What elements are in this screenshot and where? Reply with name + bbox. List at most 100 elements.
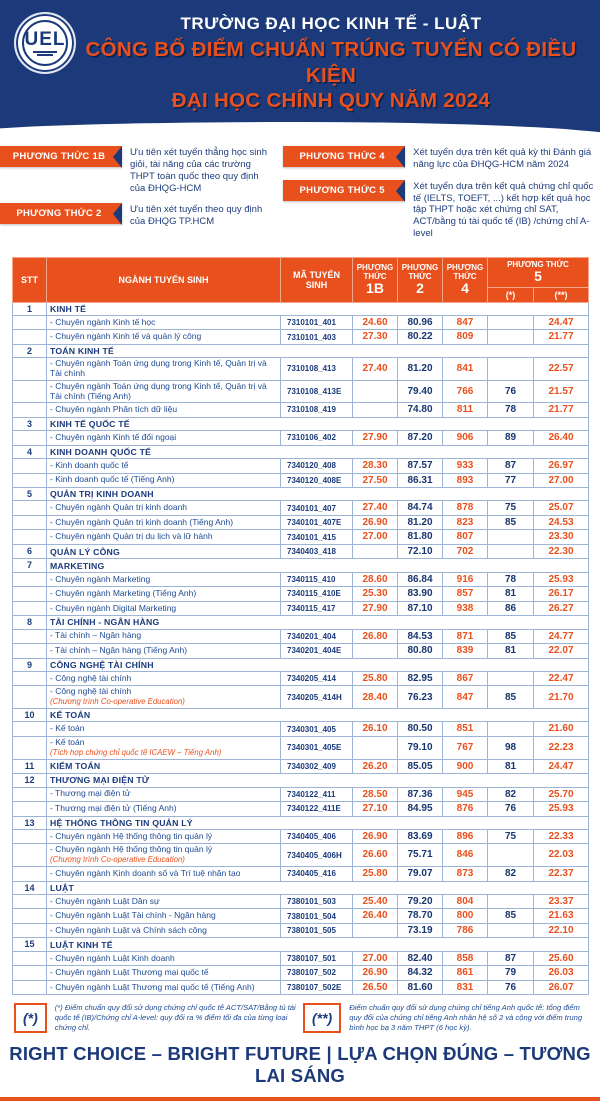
table-row-major-group: 10 KẾ TOÁN	[12, 708, 589, 723]
score-method-5-star: 76	[487, 379, 534, 404]
score-method-4: 839	[442, 643, 488, 659]
score-method-4: 857	[442, 586, 488, 602]
col-header-method-5-star: (*)	[487, 286, 534, 303]
score-method-5-doublestar: 22.33	[533, 828, 589, 845]
table-row-program: - Chuyên ngành Kinh tế học 7310101_401 24.…	[12, 314, 589, 331]
score-method-1b: 24.60	[352, 314, 398, 331]
score-method-5-doublestar: 22.47	[533, 670, 589, 687]
score-method-5-star: 85	[487, 908, 534, 924]
score-method-5-doublestar: 26.17	[533, 586, 589, 602]
score-method-2: 81.20	[397, 357, 443, 381]
stt-cell	[12, 965, 47, 981]
stt-cell: 3	[12, 416, 47, 432]
score-method-1b: 28.40	[352, 685, 398, 710]
major-group-name: KẾ TOÁN	[46, 708, 589, 723]
stt-cell	[12, 430, 47, 446]
program-name: - Chuyên ngành Toán ứng dụng trong Kinh …	[46, 379, 281, 404]
admissions-table-body: 1 KINH TẾ - Chuyên ngành Kinh tế học 731010…	[12, 301, 589, 996]
score-method-1b: 25.80	[352, 866, 398, 882]
major-code: 7340101_407	[280, 500, 353, 516]
score-method-2: 86.84	[397, 571, 443, 588]
score-method-4: 906	[442, 430, 488, 446]
stt-cell: 7	[12, 558, 47, 573]
method-1b-description: Ưu tiên xét tuyển thẳng học sinh giỏi, t…	[130, 146, 267, 194]
major-code: 7340405_406H	[280, 843, 353, 868]
program-name: - Thương mại điện tử	[46, 786, 281, 802]
score-method-2: 84.53	[397, 628, 443, 645]
score-method-4: 938	[442, 600, 488, 617]
score-method-5-star: 76	[487, 979, 534, 996]
major-group-name: QUẢN TRỊ KINH DOANH	[46, 487, 589, 502]
major-code: 7310101_401	[280, 314, 353, 331]
score-method-1b: 27.90	[352, 430, 398, 446]
table-header: STT NGÀNH TUYỂN SINH MÃ TUYỂN SINH PHƯƠN…	[12, 257, 589, 303]
method-2: PHƯƠNG THỨC 2 Ưu tiên xét tuyển theo quy…	[0, 203, 279, 228]
score-method-5-star: 81	[487, 586, 534, 602]
score-method-1b: 28.60	[352, 571, 398, 588]
score-method-2: 72.10	[397, 543, 443, 560]
table-row-program: - Chuyên ngành Phân tích dữ liệu 7310108_…	[12, 402, 589, 418]
table-row-program: - Chuyên ngành Luật Kinh doanh 7380107_50…	[12, 950, 589, 967]
table-row-program: - Thương mại điện tử (Tiếng Anh) 7340122_…	[12, 801, 589, 817]
stt-cell	[12, 786, 47, 802]
score-method-2: 87.57	[397, 458, 443, 474]
major-code: 7340403_418	[280, 543, 353, 560]
table-row-program: - Thương mại điện tử 7340122_411 28.50 87.3…	[12, 786, 589, 802]
stt-cell	[12, 600, 47, 617]
score-method-5-doublestar: 26.40	[533, 430, 589, 446]
footnote-doublestar: (**) Điểm chuẩn quy đổi sử dụng chứng ch…	[303, 1003, 586, 1034]
method-5-description: Xét tuyển dựa trên kết quả chứng chỉ quố…	[413, 180, 594, 240]
score-method-2: 80.80	[397, 643, 443, 659]
program-name: - Chuyên ngành Marketing (Tiếng Anh)	[46, 586, 281, 602]
score-method-5-star	[487, 843, 534, 868]
score-method-1b: 27.00	[352, 950, 398, 967]
score-method-1b	[352, 543, 398, 560]
program-name: - Chuyên ngành Luật Thương mại quốc tế (…	[46, 979, 281, 996]
stt-cell	[12, 866, 47, 882]
footnotes: (*) (*) Điểm chuẩn quy đổi sử dụng chứng…	[0, 995, 600, 1035]
program-name: - Chuyên ngành Quản trị du lịch và lữ hà…	[46, 529, 281, 545]
score-method-5-star: 81	[487, 758, 534, 775]
score-method-4: 893	[442, 472, 488, 488]
stt-cell	[12, 514, 47, 531]
program-name: - Chuyên ngành Phân tích dữ liệu	[46, 402, 281, 418]
table-row-program: - Kinh doanh quốc tế 7340120_408 28.30 87.5…	[12, 458, 589, 474]
major-code: 7340201_404E	[280, 643, 353, 659]
score-method-1b	[352, 643, 398, 659]
program-name: - Kinh doanh quốc tế (Tiếng Anh)	[46, 472, 281, 488]
major-code: 7340101_415	[280, 529, 353, 545]
score-method-5-doublestar: 22.07	[533, 643, 589, 659]
major-group-name: QUẢN LÝ CÔNG	[46, 543, 281, 560]
program-name: - Chuyên ngành Hệ thống thông tin quản l…	[46, 843, 281, 868]
col-header-method-4: PHƯƠNG THỨC 4	[442, 257, 488, 303]
stt-cell	[12, 314, 47, 331]
footer-slogan: RIGHT CHOICE – BRIGHT FUTURE | LỰA CHỌN …	[9, 1043, 591, 1087]
stt-cell	[12, 529, 47, 545]
stt-cell	[12, 843, 47, 868]
score-method-4: 800	[442, 908, 488, 924]
score-method-4: 871	[442, 628, 488, 645]
footnote-star-mark: (*)	[14, 1003, 47, 1034]
score-method-5-star: 87	[487, 458, 534, 474]
table-row-major-group: 2 TOÁN KINH TẾ	[12, 343, 589, 359]
score-method-2: 84.95	[397, 801, 443, 817]
program-note: (Chương trình Co-operative Education)	[50, 697, 185, 707]
major-code: 7340302_409	[280, 758, 353, 775]
stt-cell: 13	[12, 815, 47, 830]
table-row-major-group: 6 QUẢN LÝ CÔNG 7340403_418 72.10 702 22.30	[12, 543, 589, 560]
score-method-5-star	[487, 670, 534, 687]
major-group-name: KINH TẾ	[46, 301, 589, 316]
method-4: PHƯƠNG THỨC 4 Xét tuyển dựa trên kết quả…	[283, 145, 598, 171]
major-code: 7340115_417	[280, 600, 353, 617]
major-code: 7340301_405E	[280, 735, 353, 760]
program-name: - Thương mại điện tử (Tiếng Anh)	[46, 801, 281, 817]
stt-cell: 2	[12, 343, 47, 359]
score-method-1b: 27.40	[352, 357, 398, 381]
score-method-2: 87.20	[397, 430, 443, 446]
score-method-5-doublestar: 27.00	[533, 472, 589, 488]
score-method-2: 79.40	[397, 379, 443, 404]
score-method-5-doublestar: 23.37	[533, 893, 589, 910]
major-code: 7380107_501	[280, 950, 353, 967]
score-method-1b: 26.50	[352, 979, 398, 996]
score-method-1b: 26.40	[352, 908, 398, 924]
